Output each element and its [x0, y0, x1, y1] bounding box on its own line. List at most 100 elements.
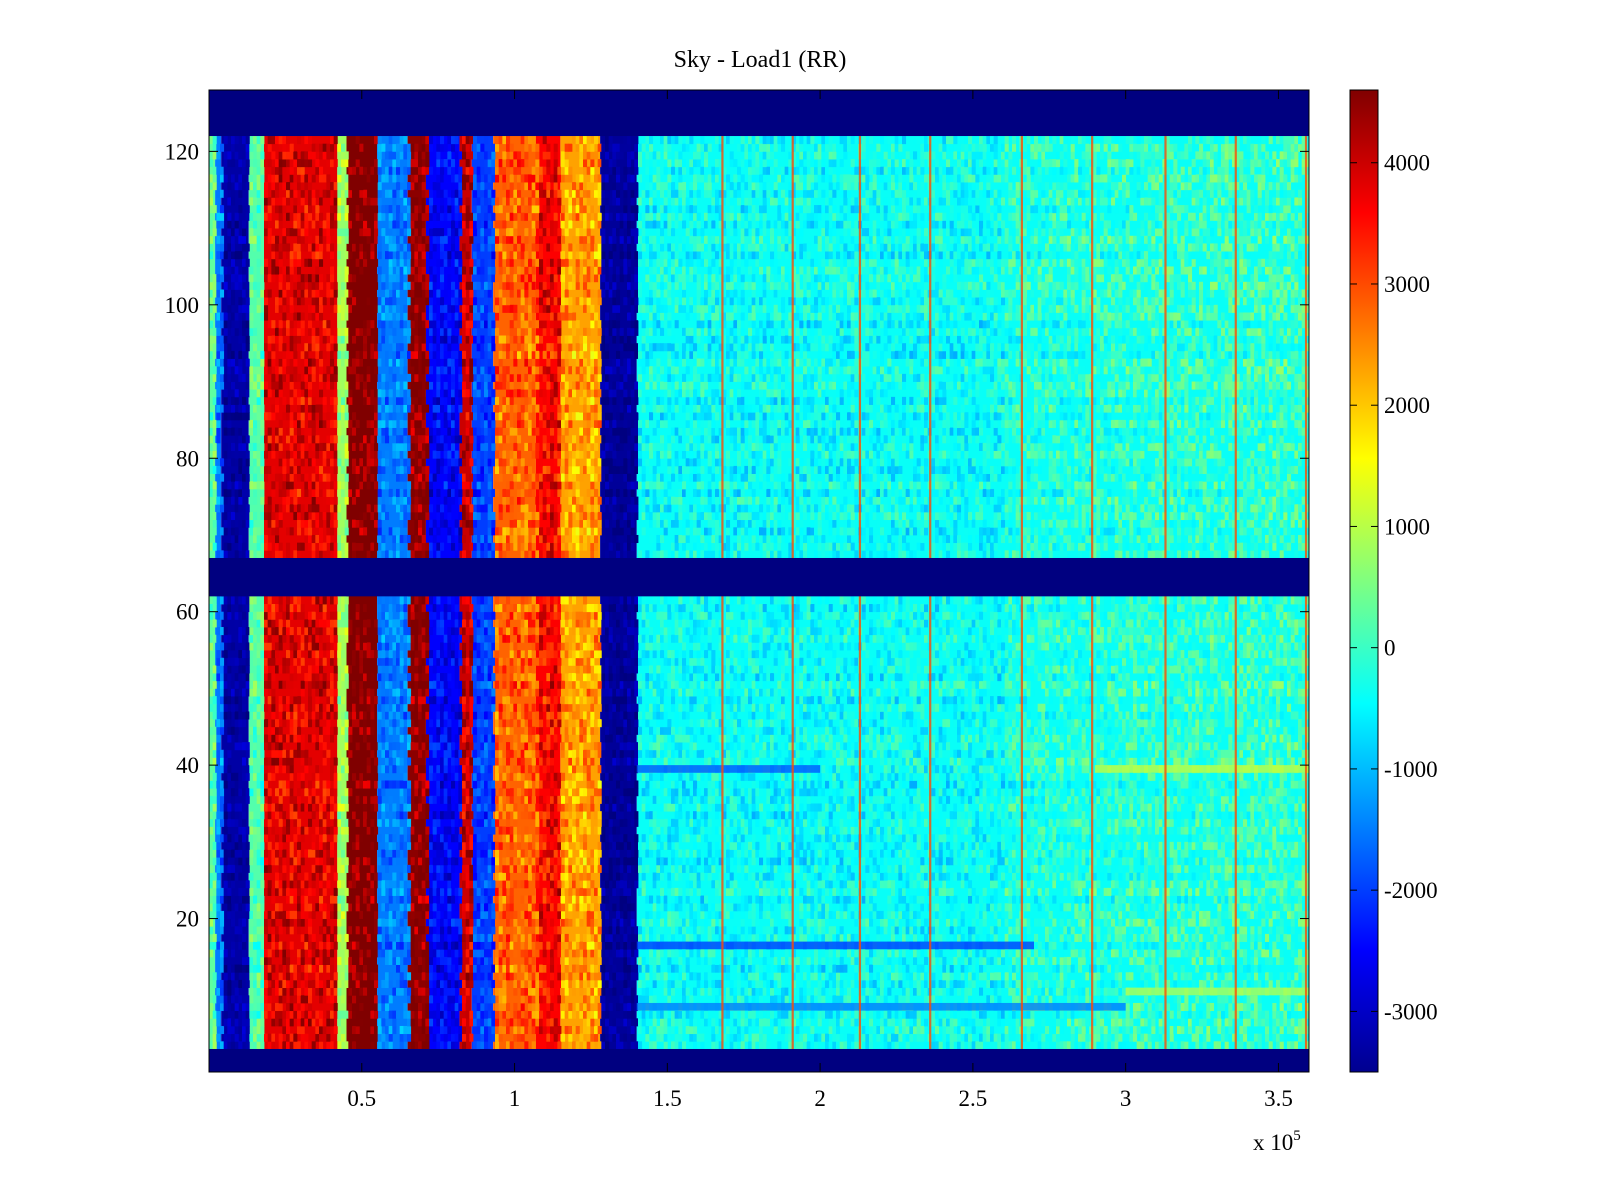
heatmap-cell — [631, 911, 635, 919]
heatmap-cell — [543, 919, 547, 927]
heatmap-cell — [612, 972, 616, 980]
heatmap-cell — [836, 965, 840, 973]
heatmap-cell — [766, 850, 770, 858]
heatmap-cell — [1195, 903, 1199, 911]
heatmap-cell — [803, 988, 807, 996]
heatmap-cell — [429, 926, 433, 934]
heatmap-cell — [264, 850, 268, 858]
heatmap-cell — [645, 1034, 649, 1042]
heatmap-cell — [1151, 1026, 1155, 1034]
heatmap-cell — [873, 873, 877, 881]
heatmap-cell — [1027, 903, 1031, 911]
heatmap-cell — [766, 1041, 770, 1049]
heatmap-cell — [942, 911, 946, 919]
heatmap-cell — [290, 988, 294, 996]
heatmap-cell — [506, 903, 510, 911]
heatmap-cell — [598, 980, 602, 988]
heatmap-cell — [942, 1018, 946, 1026]
heatmap-cell — [649, 949, 653, 957]
heatmap-cell — [1188, 949, 1192, 957]
heatmap-cell — [414, 926, 418, 934]
heatmap-cell — [499, 903, 503, 911]
heatmap-cell — [363, 919, 367, 927]
heatmap-cell — [909, 965, 913, 973]
heatmap-cell — [869, 1011, 873, 1019]
heatmap-cell — [253, 1026, 257, 1034]
heatmap-cell — [1074, 1041, 1078, 1049]
heatmap-cell — [785, 903, 789, 911]
heatmap-cell — [623, 888, 627, 896]
heatmap-cell — [458, 980, 462, 988]
heatmap-cell — [326, 995, 330, 1003]
heatmap-cell — [565, 880, 569, 888]
heatmap-cell — [521, 942, 525, 950]
heatmap-cell — [880, 988, 884, 996]
heatmap-cell — [653, 903, 657, 911]
heatmap-cell — [1239, 857, 1243, 865]
heatmap-cell — [876, 972, 880, 980]
heatmap-cell — [590, 988, 594, 996]
heatmap-cell — [249, 988, 253, 996]
heatmap-cell — [1012, 972, 1016, 980]
heatmap-cell — [1294, 896, 1298, 904]
heatmap-cell — [667, 988, 671, 996]
heatmap-cell — [565, 857, 569, 865]
heatmap-cell — [1250, 942, 1254, 950]
heatmap-cell — [990, 980, 994, 988]
heatmap-cell — [1023, 934, 1027, 942]
heatmap-cell — [227, 903, 231, 911]
heatmap-cell — [1085, 1041, 1089, 1049]
heatmap-cell — [697, 926, 701, 934]
heatmap-cell — [293, 1003, 297, 1011]
heatmap-cell — [777, 865, 781, 873]
heatmap-cell — [466, 965, 470, 973]
heatmap-cell — [257, 942, 261, 950]
heatmap-cell — [1254, 957, 1258, 965]
heatmap-cell — [616, 857, 620, 865]
heatmap-cell — [708, 850, 712, 858]
heatmap-cell — [462, 934, 466, 942]
heatmap-cell — [1067, 957, 1071, 965]
heatmap-cell — [407, 888, 411, 896]
heatmap-cell — [730, 1026, 734, 1034]
heatmap-cell — [810, 1034, 814, 1042]
heatmap-cell — [744, 857, 748, 865]
heatmap-cell — [297, 896, 301, 904]
heatmap-cell — [605, 1026, 609, 1034]
heatmap-cell — [297, 911, 301, 919]
heatmap-cell — [1045, 988, 1049, 996]
heatmap-cell — [873, 911, 877, 919]
heatmap-cell — [1133, 873, 1137, 881]
heatmap-cell — [939, 1018, 943, 1026]
heatmap-cell — [260, 896, 264, 904]
heatmap-cell — [418, 865, 422, 873]
heatmap-cell — [1056, 972, 1060, 980]
heatmap-cell — [763, 873, 767, 881]
heatmap-cell — [1078, 873, 1082, 881]
heatmap-cell — [851, 980, 855, 988]
heatmap-cell — [1115, 873, 1119, 881]
heatmap-cell — [367, 1003, 371, 1011]
heatmap-cell — [444, 865, 448, 873]
heatmap-cell — [990, 911, 994, 919]
heatmap-cell — [887, 1041, 891, 1049]
heatmap-cell — [279, 926, 283, 934]
heatmap-cell — [286, 972, 290, 980]
heatmap-cell — [213, 942, 217, 950]
heatmap-cell — [1140, 980, 1144, 988]
heatmap-cell — [832, 896, 836, 904]
heatmap-cell — [671, 1026, 675, 1034]
heatmap-cell — [436, 949, 440, 957]
heatmap-cell — [807, 857, 811, 865]
heatmap-cell — [950, 1041, 954, 1049]
heatmap-cell — [1052, 1034, 1056, 1042]
heatmap-cell — [1239, 903, 1243, 911]
heatmap-cell — [484, 1011, 488, 1019]
heatmap-cell — [645, 988, 649, 996]
heatmap-cell — [422, 926, 426, 934]
heatmap-cell — [818, 911, 822, 919]
heatmap-cell — [829, 1041, 833, 1049]
heatmap-cell — [939, 934, 943, 942]
heatmap-cell — [763, 865, 767, 873]
heatmap-cell — [884, 911, 888, 919]
